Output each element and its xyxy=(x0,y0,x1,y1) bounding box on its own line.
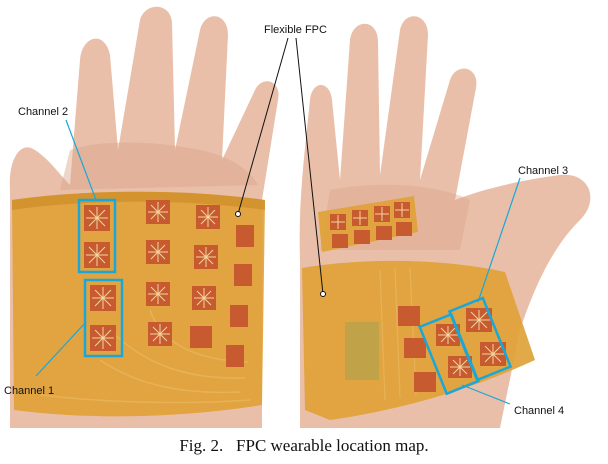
left-fpc-edge xyxy=(12,191,265,210)
channel-4-box xyxy=(418,312,480,396)
right-fpc-inner-square xyxy=(345,322,379,380)
leader-flexible-fpc-left xyxy=(237,37,289,215)
leader-channel-2 xyxy=(65,119,97,201)
left-electrode-stars xyxy=(86,202,218,349)
channel-1-box xyxy=(83,278,124,358)
electrode-pad xyxy=(414,372,436,392)
electrode-pad xyxy=(236,225,254,247)
right-electrode-stars xyxy=(331,203,504,376)
electrode-pad xyxy=(230,305,248,327)
electrode-pad xyxy=(404,338,426,358)
left-fpc-film xyxy=(12,191,265,417)
fpc-figure: Flexible FPC Channel 2 Channel 1 Channel… xyxy=(4,6,591,428)
right-fpc-band xyxy=(302,196,535,420)
electrode-pad xyxy=(332,234,348,248)
label-channel-2: Channel 2 xyxy=(18,106,68,118)
channel-2-box xyxy=(77,198,117,274)
leader-channel-4 xyxy=(461,384,511,405)
electrode-pad xyxy=(354,230,370,244)
leader-channel-3 xyxy=(477,177,521,303)
leader-dot-right xyxy=(320,291,326,297)
leader-flexible-fpc-right xyxy=(295,37,324,295)
leader-channel-1 xyxy=(35,321,87,377)
electrode-pad xyxy=(190,326,212,348)
left-knuckle-shadow xyxy=(60,142,258,190)
caption-fig-label: Fig. 2. xyxy=(179,436,224,455)
left-fpc-band xyxy=(12,191,265,417)
leader-lines xyxy=(35,37,521,405)
label-channel-1: Channel 1 xyxy=(4,385,54,397)
electrode-pad xyxy=(226,345,244,367)
electrode-pad xyxy=(396,222,412,236)
label-channel-3: Channel 3 xyxy=(518,165,568,177)
caption-text: FPC wearable location map. xyxy=(236,436,429,455)
electrode-pad xyxy=(398,306,420,326)
figure-caption: Fig. 2. FPC wearable location map. xyxy=(0,436,608,456)
label-channel-4: Channel 4 xyxy=(514,405,564,417)
electrode-pad xyxy=(234,264,252,286)
leader-dot-left xyxy=(235,211,241,217)
electrode-pad xyxy=(376,226,392,240)
label-flexible-fpc: Flexible FPC xyxy=(264,24,327,36)
